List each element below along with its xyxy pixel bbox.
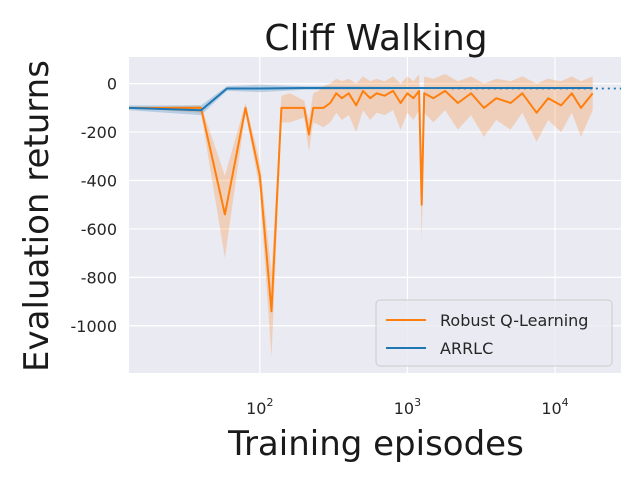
x-tick-label: 104 <box>541 396 568 418</box>
y-tick-label: -1000 <box>71 317 118 336</box>
legend: Robust Q-Learning ARRLC <box>375 299 613 367</box>
legend-label-robust-q-learning: Robust Q-Learning <box>440 311 588 330</box>
y-tick-labels: 0 -200 -400 -600 -800 -1000 <box>71 75 118 336</box>
band-robust-q-learning <box>129 74 593 358</box>
y-tick-label: -200 <box>81 123 117 142</box>
series-lines <box>128 87 594 313</box>
y-tick-label: 0 <box>107 75 117 94</box>
x-axis-label: Training episodes <box>227 424 524 464</box>
chart-title: Cliff Walking <box>264 18 487 59</box>
line-arrlc <box>128 87 593 112</box>
x-tick-label: 103 <box>394 396 421 418</box>
legend-label-arrlc: ARRLC <box>440 339 493 358</box>
x-tick-labels: 102 103 104 <box>246 396 569 418</box>
x-tick-label: 102 <box>246 396 273 418</box>
y-axis-label: Evaluation returns <box>17 60 57 372</box>
y-tick-label: -600 <box>81 220 117 239</box>
y-tick-label: -800 <box>81 268 117 287</box>
y-tick-label: -400 <box>81 171 117 190</box>
legend-box <box>375 299 613 367</box>
line-robust-q-learning <box>129 89 594 313</box>
